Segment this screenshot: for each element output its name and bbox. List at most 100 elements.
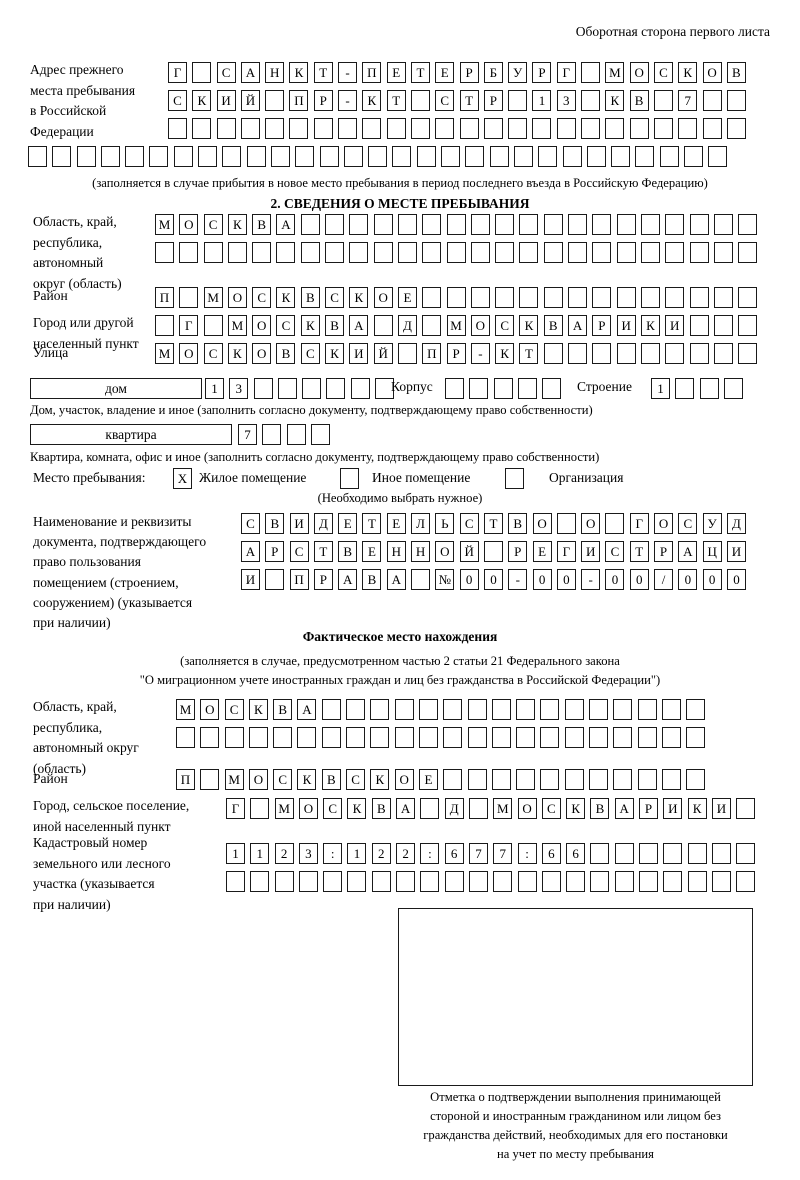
char-cell[interactable] [493, 378, 513, 399]
stamp-box[interactable] [398, 908, 753, 1086]
char-cell[interactable] [224, 727, 244, 748]
char-cell[interactable] [541, 871, 561, 892]
char-cell[interactable] [586, 146, 606, 167]
char-cell[interactable] [686, 769, 706, 790]
char-cell[interactable]: Р [483, 90, 503, 111]
char-cell[interactable]: А [276, 214, 296, 235]
checkbox-zhiloe[interactable]: X [173, 468, 192, 489]
char-cell[interactable]: О [702, 62, 722, 83]
char-cell[interactable]: С [289, 541, 309, 562]
char-cell[interactable] [179, 287, 199, 308]
char-cell[interactable] [200, 769, 220, 790]
char-cell[interactable]: Т [410, 62, 430, 83]
char-cell[interactable]: С [435, 90, 455, 111]
char-cell[interactable] [76, 146, 96, 167]
char-cell[interactable] [444, 871, 464, 892]
char-cell[interactable] [543, 214, 563, 235]
char-cell[interactable]: И [216, 90, 236, 111]
char-cell[interactable] [713, 287, 733, 308]
char-cell[interactable]: К [519, 315, 539, 336]
char-cell[interactable]: М [155, 214, 174, 235]
char-cell[interactable] [508, 90, 528, 111]
char-cell[interactable]: 3 [556, 90, 576, 111]
char-cell[interactable] [240, 118, 260, 139]
char-cell[interactable]: 1 [347, 843, 367, 864]
char-cell[interactable]: - [508, 569, 528, 590]
char-cell[interactable] [689, 343, 709, 364]
char-cell[interactable] [435, 118, 455, 139]
char-cell[interactable]: М [605, 62, 625, 83]
char-cell[interactable] [614, 843, 634, 864]
char-cell[interactable] [125, 146, 145, 167]
char-cell[interactable]: Е [397, 287, 417, 308]
char-cell[interactable] [538, 146, 558, 167]
char-cell[interactable] [420, 871, 440, 892]
document-row-3[interactable]: И П Р А В А № 0 0-0 0-0 0/0 0 0 [241, 569, 746, 590]
char-cell[interactable]: А [614, 798, 634, 819]
char-cell[interactable]: Ь [435, 513, 455, 534]
char-cell[interactable] [483, 541, 503, 562]
char-cell[interactable] [300, 242, 320, 263]
char-cell[interactable]: М [493, 798, 513, 819]
char-cell[interactable]: В [300, 287, 320, 308]
char-cell[interactable]: К [227, 214, 247, 235]
char-cell[interactable] [613, 699, 633, 720]
char-cell[interactable]: О [298, 798, 318, 819]
char-cell[interactable] [300, 214, 320, 235]
char-cell[interactable] [313, 118, 333, 139]
char-cell[interactable]: О [629, 62, 649, 83]
char-cell[interactable]: - [581, 569, 601, 590]
char-cell[interactable] [346, 727, 366, 748]
char-cell[interactable] [689, 287, 709, 308]
char-cell[interactable] [396, 871, 416, 892]
char-cell[interactable]: С [653, 62, 673, 83]
char-cell[interactable] [203, 315, 223, 336]
char-cell[interactable]: Р [446, 343, 466, 364]
char-cell[interactable] [246, 146, 266, 167]
korpus-cells[interactable] [445, 378, 562, 399]
char-cell[interactable] [411, 569, 431, 590]
char-cell[interactable] [556, 118, 576, 139]
char-cell[interactable] [581, 90, 601, 111]
char-cell[interactable] [581, 118, 601, 139]
char-cell[interactable] [192, 118, 212, 139]
char-cell[interactable] [513, 146, 533, 167]
char-cell[interactable] [470, 214, 490, 235]
char-cell[interactable]: Н [411, 541, 431, 562]
char-cell[interactable]: С [605, 541, 625, 562]
char-cell[interactable]: К [678, 62, 698, 83]
char-cell[interactable] [689, 315, 709, 336]
char-cell[interactable] [468, 798, 488, 819]
char-cell[interactable]: 7 [678, 90, 698, 111]
char-cell[interactable] [343, 146, 363, 167]
char-cell[interactable] [639, 871, 659, 892]
char-cell[interactable]: А [349, 315, 369, 336]
char-cell[interactable] [675, 378, 695, 399]
char-cell[interactable]: К [276, 287, 296, 308]
char-cell[interactable]: 0 [605, 569, 625, 590]
char-cell[interactable]: - [338, 62, 358, 83]
char-cell[interactable] [616, 287, 636, 308]
char-cell[interactable] [711, 843, 731, 864]
char-cell[interactable] [298, 871, 318, 892]
char-cell[interactable]: П [422, 343, 442, 364]
char-cell[interactable]: Л [411, 513, 431, 534]
char-cell[interactable]: О [394, 769, 414, 790]
char-cell[interactable] [394, 699, 414, 720]
char-cell[interactable]: Р [265, 541, 285, 562]
char-cell[interactable]: К [362, 90, 382, 111]
char-cell[interactable] [495, 214, 515, 235]
char-cell[interactable]: В [362, 569, 382, 590]
char-cell[interactable]: И [349, 343, 369, 364]
char-cell[interactable]: С [323, 798, 343, 819]
char-cell[interactable] [467, 727, 487, 748]
char-cell[interactable]: Е [386, 513, 406, 534]
char-cell[interactable] [640, 214, 660, 235]
char-cell[interactable] [173, 146, 193, 167]
char-cell[interactable] [519, 287, 539, 308]
char-cell[interactable] [639, 843, 659, 864]
char-cell[interactable] [686, 699, 706, 720]
